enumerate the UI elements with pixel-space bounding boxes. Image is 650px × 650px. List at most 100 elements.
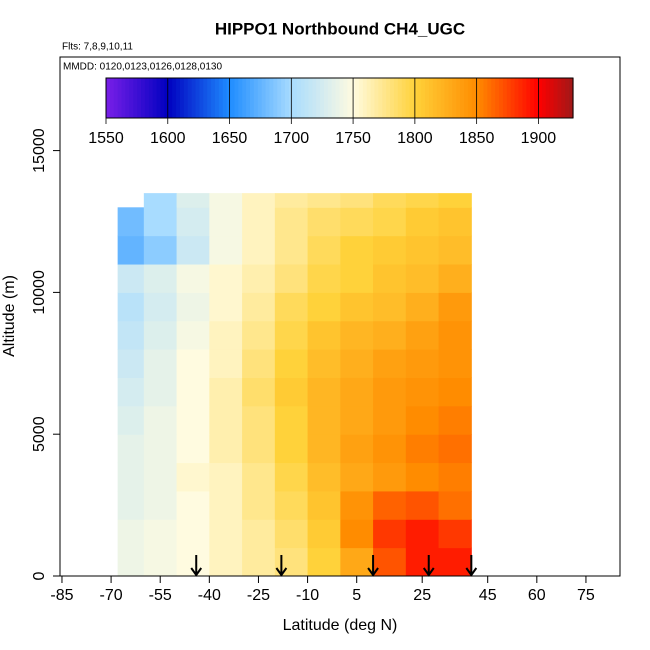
colorbar-swatch — [281, 78, 286, 118]
colorbar-swatch — [148, 78, 154, 118]
colorbar-swatch — [141, 78, 146, 118]
colorbar-swatch — [471, 78, 477, 118]
heatmap-cell — [117, 264, 145, 293]
heatmap-cell — [242, 193, 276, 208]
heatmap-cell — [176, 405, 210, 435]
colorbar-swatch — [125, 78, 130, 118]
colorbar-swatch — [534, 78, 539, 118]
heatmap-cell — [438, 320, 472, 350]
y-tick-label: 0 — [31, 571, 48, 580]
heatmap-cell — [176, 519, 210, 549]
colorbar-swatch — [514, 78, 520, 118]
colorbar-swatch — [487, 78, 492, 118]
heatmap-cell — [176, 207, 210, 237]
x-tick-label: 25 — [413, 587, 431, 604]
colorbar-swatch — [495, 78, 500, 118]
heatmap-cell — [209, 264, 243, 293]
heatmap-cell — [242, 490, 276, 520]
colorbar-swatch — [339, 78, 344, 118]
heatmap-cell — [274, 193, 309, 208]
heatmap-cell — [340, 490, 374, 520]
colorbar-swatch — [176, 78, 181, 118]
colorbar-swatch — [393, 78, 399, 118]
colorbar-tick-label: 1800 — [397, 130, 433, 147]
heatmap-cell — [143, 207, 178, 237]
heatmap-cell — [209, 377, 243, 407]
heatmap-cell — [117, 235, 145, 265]
heatmap-cell — [307, 320, 341, 350]
heatmap-cell — [209, 207, 243, 237]
colorbar-swatch — [230, 78, 236, 118]
colorbar-swatch — [565, 78, 570, 118]
arrow — [465, 555, 478, 577]
heatmap-cell — [176, 193, 210, 208]
heatmap-cell — [405, 547, 440, 577]
heatmap-cell — [143, 320, 178, 350]
colorbar-swatch — [409, 78, 415, 118]
heatmap-cell — [117, 377, 145, 407]
heatmap-cell — [117, 405, 145, 435]
heatmap-cell — [405, 292, 440, 322]
colorbar-swatch — [257, 78, 263, 118]
heatmap-cell — [117, 462, 145, 492]
colorbar-swatch — [214, 78, 220, 118]
heatmap-cell — [143, 292, 178, 322]
colorbar-swatch — [277, 78, 282, 118]
heatmap-cell — [209, 462, 243, 492]
colorbar-swatch — [191, 78, 197, 118]
heatmap-cell — [307, 434, 341, 464]
x-tick-label: -85 — [50, 587, 73, 604]
heatmap-cell — [438, 434, 472, 464]
colorbar-swatch — [390, 78, 395, 118]
colorbar-swatch — [436, 78, 442, 118]
colorbar-swatch — [285, 78, 290, 118]
heatmap-cell — [307, 264, 341, 293]
heatmap-cell — [143, 264, 178, 293]
colorbar-swatch — [269, 78, 274, 118]
heatmap-cell — [117, 292, 145, 322]
colorbar-tick-label: 1850 — [459, 130, 495, 147]
heatmap-cell — [176, 264, 210, 293]
colorbar-swatch — [347, 78, 352, 118]
annotation: MMDD: 0120,0123,0126,0128,0130 — [63, 62, 222, 73]
heatmap-cell — [340, 547, 374, 577]
heatmap-cell — [274, 292, 309, 322]
heatmap-cell — [143, 349, 178, 378]
heatmap-cell — [176, 320, 210, 350]
colorbar-swatch — [109, 78, 115, 118]
chart-title: HIPPO1 Northbound CH4_UGC — [215, 19, 465, 38]
heatmap-cell — [438, 462, 472, 492]
heatmap-cell — [209, 519, 243, 549]
heatmap-cell — [274, 405, 309, 435]
heatmap-cell — [209, 434, 243, 464]
colorbar-swatch — [316, 78, 321, 118]
heatmap-cell — [340, 405, 374, 435]
heatmap-cell — [209, 292, 243, 322]
colorbar-swatch — [374, 78, 380, 118]
colorbar-swatch — [106, 78, 111, 118]
heatmap-cell — [373, 207, 407, 237]
heatmap-cell — [438, 405, 472, 435]
heatmap-cell — [242, 434, 276, 464]
heatmap-cell — [209, 490, 243, 520]
heatmap-cell — [209, 235, 243, 265]
arrow — [275, 555, 288, 577]
x-tick-label: -10 — [296, 587, 319, 604]
colorbar-swatch — [522, 78, 527, 118]
colorbar-swatch — [312, 78, 317, 118]
heatmap-cell — [274, 462, 309, 492]
heatmap-cell — [405, 235, 440, 265]
heatmap-cell — [405, 207, 440, 237]
colorbar-swatch — [425, 78, 430, 118]
y-tick-label: 5000 — [31, 416, 48, 452]
colorbar-tick-label: 1650 — [212, 130, 248, 147]
heatmap-cell — [176, 462, 210, 492]
colorbar-swatch — [300, 78, 306, 118]
heatmap-cell — [209, 405, 243, 435]
colorbar-swatch — [273, 78, 278, 118]
heatmap-cell — [307, 519, 341, 549]
heatmap-cell — [242, 292, 276, 322]
colorbar-swatch — [382, 78, 387, 118]
heatmap-cell — [340, 235, 374, 265]
colorbar-swatch — [113, 78, 119, 118]
